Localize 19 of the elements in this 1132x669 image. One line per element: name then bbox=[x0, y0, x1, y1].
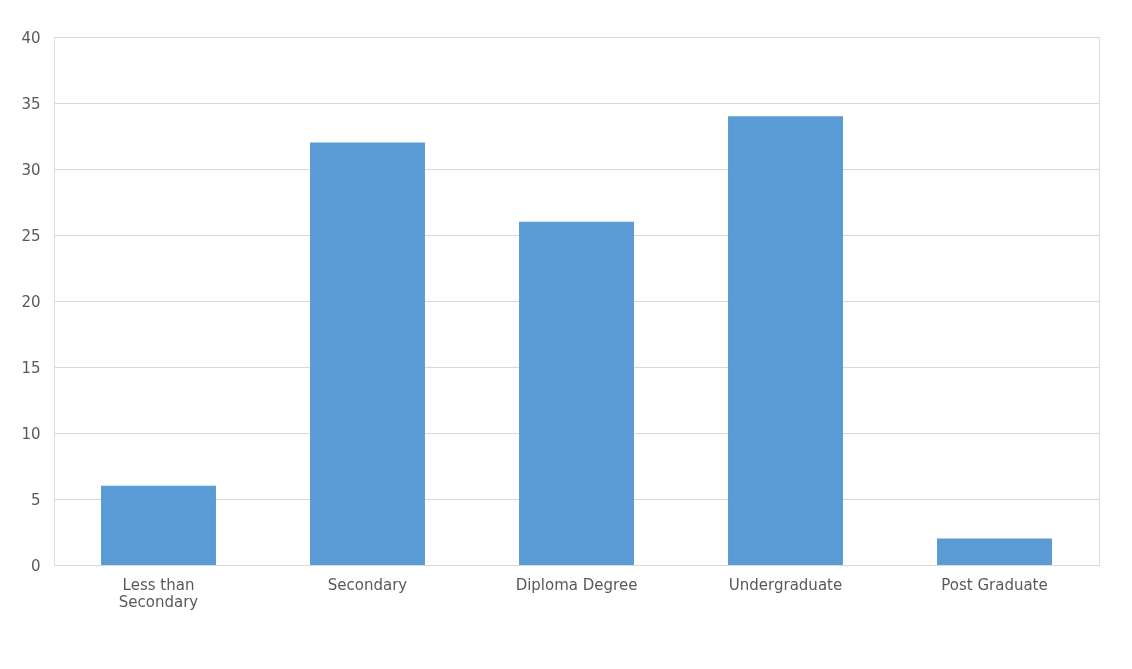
bar bbox=[310, 142, 425, 565]
y-tick-label: 15 bbox=[21, 358, 41, 377]
x-tick-label: Secondary bbox=[327, 575, 408, 594]
y-tick-label: 20 bbox=[21, 292, 41, 311]
x-tick-label: Undergraduate bbox=[728, 575, 843, 594]
y-tick-label: 30 bbox=[21, 160, 41, 179]
y-tick-label: 25 bbox=[21, 226, 41, 245]
bar bbox=[937, 538, 1052, 565]
y-tick-label: 35 bbox=[21, 94, 41, 113]
y-tick-label: 0 bbox=[30, 556, 41, 575]
bar bbox=[101, 485, 216, 565]
bar bbox=[728, 116, 843, 565]
x-tick-label: Diploma Degree bbox=[515, 575, 638, 594]
bar bbox=[519, 221, 634, 565]
x-tick-label: Post Graduate bbox=[941, 575, 1048, 594]
y-tick-label: 10 bbox=[21, 424, 41, 443]
y-tick-label: 40 bbox=[21, 28, 41, 47]
y-tick-label: 5 bbox=[30, 490, 41, 509]
x-tick-label: Less than Secondary bbox=[118, 575, 199, 611]
